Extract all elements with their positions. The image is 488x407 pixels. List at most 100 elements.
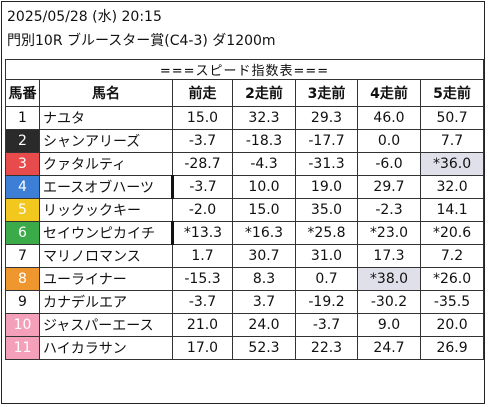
speed-index-value: 29.7 bbox=[357, 175, 421, 199]
speed-index-value: -18.3 bbox=[232, 129, 296, 153]
table-row: 7 マリノロマンス 1.7 30.7 31.0 17.3 7.2 bbox=[5, 244, 485, 268]
speed-index-value: *20.6 bbox=[419, 221, 485, 245]
speed-index-value: -28.7 bbox=[172, 152, 233, 176]
table-title-row: ===スピード指数表=== bbox=[4, 59, 485, 80]
speed-index-value: 24.0 bbox=[232, 313, 296, 337]
speed-index-value: 32.3 bbox=[232, 106, 296, 130]
speed-index-value: *36.0 bbox=[419, 152, 485, 176]
table-row: 2 シャンアリーズ -3.7 -18.3 -17.7 0.0 7.7 bbox=[5, 129, 485, 153]
horse-number: 5 bbox=[5, 198, 40, 222]
speed-index-value: 52.3 bbox=[232, 336, 296, 360]
horse-name: マリノロマンス bbox=[39, 244, 173, 268]
column-header: 前走 bbox=[172, 79, 233, 107]
speed-index-value: *16.3 bbox=[232, 221, 296, 245]
horse-name: ハイカラサン bbox=[39, 336, 173, 360]
table-row: 6 セイウンピカイチ *13.3 *16.3 *25.8 *23.0 *20.6 bbox=[5, 221, 485, 245]
speed-index-value: -3.7 bbox=[172, 175, 233, 199]
column-header: 2走前 bbox=[232, 79, 296, 107]
speed-index-value: -17.7 bbox=[295, 129, 358, 153]
speed-index-value: 17.3 bbox=[357, 244, 421, 268]
speed-index-value: 29.3 bbox=[295, 106, 358, 130]
speed-index-table-wrap: ===スピード指数表=== 馬番 馬名 前走 2走前 3走前 4走前 5走前 1 ナユタ 15.0 3… bbox=[4, 59, 485, 360]
speed-index-value: -19.2 bbox=[295, 290, 358, 314]
speed-index-value: -30.2 bbox=[357, 290, 421, 314]
horse-number: 6 bbox=[5, 221, 40, 245]
column-header: 5走前 bbox=[419, 79, 485, 107]
horse-number: 8 bbox=[5, 267, 40, 291]
horse-number: 9 bbox=[5, 290, 40, 314]
speed-index-value: 31.0 bbox=[295, 244, 358, 268]
table-header-row: 馬番 馬名 前走 2走前 3走前 4走前 5走前 bbox=[5, 79, 485, 107]
speed-index-value: 1.7 bbox=[172, 244, 233, 268]
table-row: 4 エースオブハーツ -3.7 10.0 19.0 29.7 32.0 bbox=[5, 175, 485, 199]
column-header: 馬名 bbox=[39, 79, 173, 107]
horse-name: クァタルティ bbox=[39, 152, 173, 176]
speed-index-value: 8.3 bbox=[232, 267, 296, 291]
column-header: 3走前 bbox=[295, 79, 358, 107]
speed-index-value: 19.0 bbox=[295, 175, 358, 199]
speed-index-value: 0.7 bbox=[295, 267, 358, 291]
speed-index-value: 35.0 bbox=[295, 198, 358, 222]
speed-index-value: 21.0 bbox=[172, 313, 233, 337]
horse-number: 4 bbox=[5, 175, 40, 199]
horse-name: エースオブハーツ bbox=[39, 175, 174, 199]
speed-index-value: *26.0 bbox=[419, 267, 485, 291]
speed-index-value: 50.7 bbox=[419, 106, 485, 130]
speed-index-value: 20.0 bbox=[419, 313, 485, 337]
speed-index-value: 32.0 bbox=[419, 175, 485, 199]
speed-index-value: -2.3 bbox=[357, 198, 421, 222]
column-header: 馬番 bbox=[5, 79, 40, 107]
table-row: 5 リックックキー -2.0 15.0 35.0 -2.3 14.1 bbox=[5, 198, 485, 222]
speed-index-value: 14.1 bbox=[419, 198, 485, 222]
speed-index-table: ===スピード指数表=== 馬番 馬名 前走 2走前 3走前 4走前 5走前 1 ナユタ 15.0 3… bbox=[4, 59, 485, 360]
speed-index-value: 10.0 bbox=[232, 175, 296, 199]
speed-index-value: 22.3 bbox=[295, 336, 358, 360]
speed-index-value: -3.7 bbox=[295, 313, 358, 337]
column-header: 4走前 bbox=[357, 79, 421, 107]
horse-name: リックックキー bbox=[39, 198, 173, 222]
speed-index-value: 46.0 bbox=[357, 106, 421, 130]
table-row: 11 ハイカラサン 17.0 52.3 22.3 24.7 26.9 bbox=[5, 336, 485, 360]
race-datetime: 2025/05/28 (水) 20:15 bbox=[7, 9, 162, 25]
table-row: 1 ナユタ 15.0 32.3 29.3 46.0 50.7 bbox=[5, 106, 485, 130]
horse-number: 11 bbox=[5, 336, 40, 360]
speed-index-value: -35.5 bbox=[419, 290, 485, 314]
horse-number: 3 bbox=[5, 152, 40, 176]
speed-index-value: 15.0 bbox=[232, 198, 296, 222]
table-row: 3 クァタルティ -28.7 -4.3 -31.3 -6.0 *36.0 bbox=[5, 152, 485, 176]
horse-number: 1 bbox=[5, 106, 40, 130]
speed-index-value: 9.0 bbox=[357, 313, 421, 337]
table-row: 9 カナデルエア -3.7 3.7 -19.2 -30.2 -35.5 bbox=[5, 290, 485, 314]
speed-index-value: 7.7 bbox=[419, 129, 485, 153]
speed-index-value: *13.3 bbox=[172, 221, 233, 245]
speed-index-value: 3.7 bbox=[232, 290, 296, 314]
horse-name: シャンアリーズ bbox=[39, 129, 173, 153]
horse-name: カナデルエア bbox=[39, 290, 173, 314]
speed-index-value: 30.7 bbox=[232, 244, 296, 268]
horse-number: 2 bbox=[5, 129, 40, 153]
speed-index-value: -15.3 bbox=[172, 267, 233, 291]
table-title: ===スピード指数表=== bbox=[4, 59, 485, 80]
speed-index-value: 7.2 bbox=[419, 244, 485, 268]
horse-name: セイウンピカイチ bbox=[39, 221, 174, 245]
speed-index-value: -4.3 bbox=[232, 152, 296, 176]
speed-index-value: 26.9 bbox=[419, 336, 485, 360]
speed-index-value: 17.0 bbox=[172, 336, 233, 360]
speed-index-value: *38.0 bbox=[357, 267, 421, 291]
horse-name: ユーライナー bbox=[39, 267, 173, 291]
speed-index-value: -31.3 bbox=[295, 152, 358, 176]
speed-index-value: *25.8 bbox=[295, 221, 358, 245]
speed-index-value: -3.7 bbox=[172, 129, 233, 153]
horse-number: 10 bbox=[5, 313, 40, 337]
speed-index-value: 24.7 bbox=[357, 336, 421, 360]
speed-index-value: 0.0 bbox=[357, 129, 421, 153]
horse-number: 7 bbox=[5, 244, 40, 268]
table-row: 10 ジャスパーエース 21.0 24.0 -3.7 9.0 20.0 bbox=[5, 313, 485, 337]
speed-index-value: 15.0 bbox=[172, 106, 233, 130]
speed-index-value: -6.0 bbox=[357, 152, 421, 176]
speed-index-value: *23.0 bbox=[357, 221, 421, 245]
table-row: 8 ユーライナー -15.3 8.3 0.7 *38.0 *26.0 bbox=[5, 267, 485, 291]
horse-name: ジャスパーエース bbox=[39, 313, 173, 337]
speed-index-value: -2.0 bbox=[172, 198, 233, 222]
